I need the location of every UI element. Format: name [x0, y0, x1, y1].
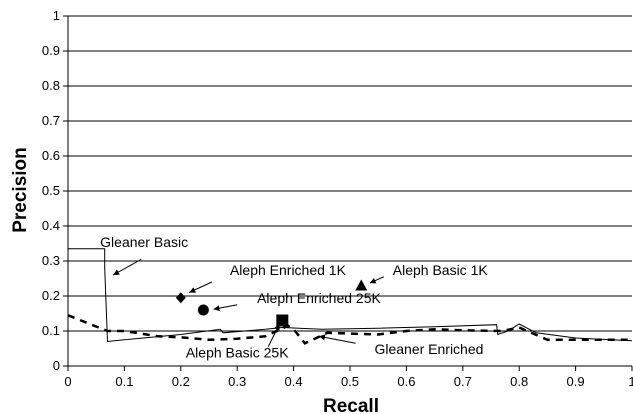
annotation-arrow-aleph-enriched-25k: [213, 304, 238, 312]
series-lines: [67, 248, 633, 345]
marker-aleph-basic-1k: [355, 279, 368, 291]
x-tick-label: 0.7: [454, 374, 472, 389]
y-tick-label: 0.9: [42, 43, 60, 58]
series-line-gleaner-enriched: [67, 314, 632, 345]
x-tick-label: 1: [628, 374, 633, 389]
annotation-aleph-basic-25k: Aleph Basic 25K: [186, 344, 289, 360]
x-tick-label: 0.8: [510, 374, 528, 389]
x-tick-label: 0.9: [567, 374, 585, 389]
axes: 0 0.1 0.2 0.3 0.4 0.5 0.6 0.7 0.8 0.9 1 0 0.1 0.2 0.3 0…: [42, 8, 633, 389]
y-tick-label: 0.5: [42, 183, 60, 198]
annotation-aleph-enriched-1k: Aleph Enriched 1K: [230, 262, 347, 278]
annotation-aleph-enriched-25k: Aleph Enriched 25K: [257, 290, 381, 306]
annotations: Gleaner Basic Aleph Enriched 1K Aleph Enri…: [100, 234, 488, 360]
x-tick-label: 0: [64, 374, 71, 389]
annotation-arrow-aleph-basic-25k: [267, 323, 280, 347]
annotation-gleaner-enriched: Gleaner Enriched: [374, 341, 483, 357]
annotation-gleaner-basic: Gleaner Basic: [100, 234, 188, 250]
marker-aleph-enriched-25k: [197, 304, 209, 316]
y-tick-label: 0.7: [42, 113, 60, 128]
x-tick-label: 0.2: [172, 374, 190, 389]
y-tick-label: 0.6: [42, 148, 60, 163]
y-tick-label: 0.3: [42, 253, 60, 268]
annotation-arrow-gleaner-enriched: [318, 334, 356, 344]
marker-aleph-enriched-1k: [175, 292, 186, 304]
y-tick-label: 0.2: [42, 288, 60, 303]
x-tick-label: 0.6: [397, 374, 415, 389]
x-tick-label: 0.4: [285, 374, 303, 389]
y-tick-label: 0.4: [42, 218, 60, 233]
annotation-aleph-basic-1k: Aleph Basic 1K: [393, 262, 489, 278]
y-tick-label: 0.8: [42, 78, 60, 93]
series-line-gleaner-basic: [68, 248, 633, 343]
x-tick-label: 0.5: [341, 374, 359, 389]
marker-aleph-basic-25k: [276, 314, 289, 327]
x-tick-label: 0.1: [115, 374, 133, 389]
annotation-arrow-aleph-enriched-1k: [189, 281, 213, 293]
y-tick-label: 0: [53, 358, 60, 373]
y-tick-label: 0.1: [42, 323, 60, 338]
point-markers: [175, 279, 368, 327]
gridlines: [68, 15, 632, 332]
annotation-arrow-gleaner-basic: [112, 258, 142, 276]
y-axis-title: Precision: [10, 147, 31, 233]
y-tick-label: 1: [53, 8, 60, 23]
annotation-arrow-aleph-basic-1k: [369, 276, 385, 284]
x-axis-title: Recall: [323, 396, 379, 414]
x-tick-label: 0.3: [228, 374, 246, 389]
